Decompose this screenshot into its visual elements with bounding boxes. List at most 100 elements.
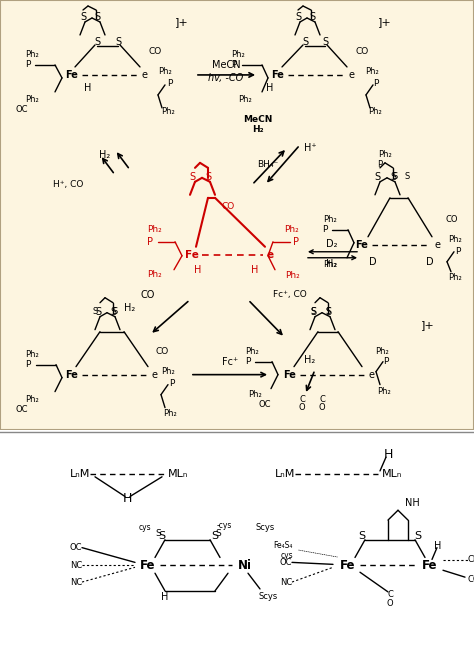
Text: P: P xyxy=(374,79,379,89)
Text: Fe: Fe xyxy=(185,250,199,260)
Text: S: S xyxy=(392,172,398,182)
Text: e: e xyxy=(266,250,273,260)
Text: P: P xyxy=(322,225,328,234)
Text: O: O xyxy=(319,403,325,412)
Text: S: S xyxy=(325,307,331,317)
Text: S: S xyxy=(302,37,308,47)
Text: S: S xyxy=(158,531,165,541)
Text: P: P xyxy=(377,160,383,169)
Text: H₂: H₂ xyxy=(327,259,337,269)
Text: Ni: Ni xyxy=(238,559,252,572)
Text: S: S xyxy=(310,307,316,316)
Text: Ph₂: Ph₂ xyxy=(323,215,337,224)
Text: hv, -CO: hv, -CO xyxy=(209,73,244,83)
Text: e: e xyxy=(349,70,355,80)
Text: MeCN: MeCN xyxy=(243,116,273,125)
Text: P: P xyxy=(25,360,31,369)
Text: H₂: H₂ xyxy=(124,303,136,313)
Text: e: e xyxy=(142,70,148,80)
Text: S: S xyxy=(295,12,301,22)
Text: CO: CO xyxy=(221,202,235,211)
Text: Ph₂: Ph₂ xyxy=(158,67,172,76)
Text: CO: CO xyxy=(468,574,474,583)
Text: ]+: ]+ xyxy=(421,320,435,329)
Text: ]+: ]+ xyxy=(175,17,189,27)
Text: e: e xyxy=(152,370,158,380)
Text: Ph₂: Ph₂ xyxy=(323,260,337,269)
Text: MeCN: MeCN xyxy=(212,60,240,70)
Text: H: H xyxy=(122,492,132,505)
Text: Ph₂: Ph₂ xyxy=(448,235,462,244)
Text: D: D xyxy=(369,256,377,267)
Text: Ph₂: Ph₂ xyxy=(163,409,177,418)
Text: S: S xyxy=(80,12,86,22)
Text: S: S xyxy=(374,172,380,182)
Text: Ph₂: Ph₂ xyxy=(161,107,175,116)
Text: Ph₂: Ph₂ xyxy=(365,67,379,76)
Text: Fe: Fe xyxy=(283,370,296,380)
Text: S: S xyxy=(115,37,121,47)
Text: NC: NC xyxy=(70,561,82,570)
Text: S: S xyxy=(94,12,100,22)
Text: S: S xyxy=(205,172,211,182)
Text: Fe₄S₄: Fe₄S₄ xyxy=(273,541,293,550)
Text: P: P xyxy=(167,79,173,89)
Text: CN: CN xyxy=(468,555,474,564)
Text: S: S xyxy=(211,531,219,541)
Text: D₂: D₂ xyxy=(326,239,338,249)
Text: MLₙ: MLₙ xyxy=(382,469,402,479)
Text: S: S xyxy=(390,172,396,182)
Text: Fe: Fe xyxy=(422,559,438,572)
Text: Fe: Fe xyxy=(356,240,368,250)
Text: S: S xyxy=(112,307,118,316)
Text: S: S xyxy=(358,531,365,541)
Text: P: P xyxy=(147,237,153,247)
Text: e: e xyxy=(435,240,441,250)
Text: H: H xyxy=(84,83,91,93)
Text: H⁺, CO: H⁺, CO xyxy=(53,180,83,189)
Text: H: H xyxy=(434,541,442,550)
Text: Ph₂: Ph₂ xyxy=(377,387,391,396)
Text: cys: cys xyxy=(281,551,293,560)
Text: P: P xyxy=(456,247,461,256)
Text: H₂: H₂ xyxy=(252,125,264,134)
Text: Ph₂: Ph₂ xyxy=(25,50,39,59)
Text: Fe: Fe xyxy=(272,70,284,80)
Text: Fe: Fe xyxy=(340,559,356,572)
Text: Fc⁺, CO: Fc⁺, CO xyxy=(273,290,307,299)
Text: NH: NH xyxy=(405,498,419,508)
Text: H₂: H₂ xyxy=(100,150,110,160)
Text: Ph₂: Ph₂ xyxy=(25,395,39,404)
Text: C: C xyxy=(387,590,393,599)
Text: LₙM: LₙM xyxy=(274,469,295,479)
Text: NC: NC xyxy=(280,578,292,587)
Text: OC: OC xyxy=(259,400,271,409)
Text: H₂: H₂ xyxy=(304,355,316,364)
Text: Fc⁺: Fc⁺ xyxy=(222,357,238,367)
Text: S: S xyxy=(189,172,195,182)
Text: S: S xyxy=(310,307,316,317)
Text: CO: CO xyxy=(148,47,162,56)
Text: O: O xyxy=(387,599,393,608)
Text: Ph₂: Ph₂ xyxy=(286,271,301,280)
Text: C: C xyxy=(319,395,325,404)
Text: e: e xyxy=(369,370,375,380)
Text: Fe: Fe xyxy=(65,70,78,80)
Text: D: D xyxy=(426,256,434,267)
Text: Fe: Fe xyxy=(65,370,78,380)
Text: Ph₂: Ph₂ xyxy=(375,347,389,356)
Text: H: H xyxy=(383,448,392,461)
Text: Ph₂: Ph₂ xyxy=(25,96,39,105)
Text: O: O xyxy=(299,403,305,412)
Text: Ph₂: Ph₂ xyxy=(147,270,163,279)
Text: Fe: Fe xyxy=(140,559,156,572)
Text: P: P xyxy=(231,61,237,69)
Text: H: H xyxy=(161,592,169,602)
Text: S: S xyxy=(414,531,421,541)
Text: P: P xyxy=(383,357,389,366)
Text: OC: OC xyxy=(70,543,82,552)
Text: CO: CO xyxy=(356,47,369,56)
Text: S: S xyxy=(94,37,100,47)
Text: S: S xyxy=(309,12,315,22)
Text: cys: cys xyxy=(139,523,151,532)
